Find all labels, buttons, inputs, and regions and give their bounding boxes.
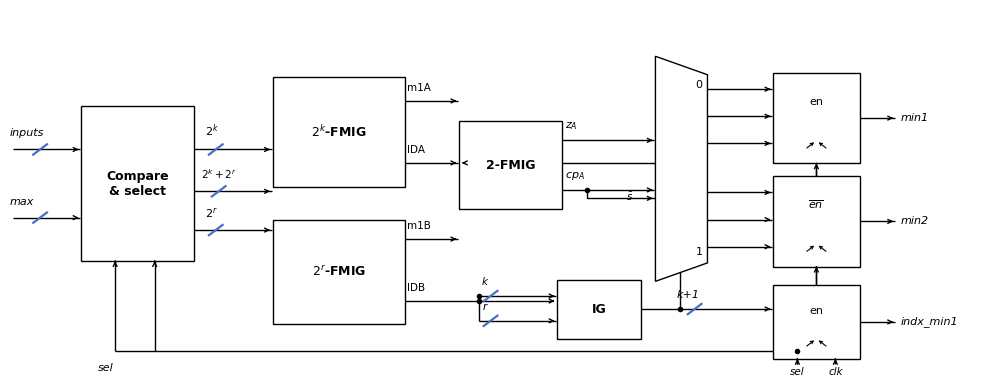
Text: m1B: m1B — [406, 221, 431, 231]
Text: $cp_A$: $cp_A$ — [565, 170, 585, 182]
Text: max: max — [10, 197, 34, 207]
Text: min2: min2 — [900, 216, 928, 226]
Text: IG: IG — [591, 303, 605, 315]
Text: $z_A$: $z_A$ — [565, 120, 577, 132]
Text: k+1: k+1 — [675, 290, 699, 300]
Bar — [458, 121, 562, 210]
Text: en: en — [809, 306, 822, 316]
Text: $\bar{s}$: $\bar{s}$ — [626, 190, 633, 203]
Text: 1: 1 — [695, 247, 702, 257]
Text: min1: min1 — [900, 113, 928, 123]
Bar — [557, 280, 640, 339]
Text: clk: clk — [827, 367, 842, 377]
Bar — [772, 285, 859, 359]
Text: sel: sel — [789, 367, 804, 377]
Text: indx_min1: indx_min1 — [900, 317, 957, 327]
Text: 2-FMIG: 2-FMIG — [485, 158, 534, 171]
Text: Compare
& select: Compare & select — [106, 170, 169, 198]
Bar — [81, 106, 194, 261]
Text: $2^k$: $2^k$ — [205, 123, 219, 139]
Text: IDA: IDA — [406, 145, 425, 155]
Polygon shape — [655, 56, 707, 281]
Text: m1A: m1A — [406, 83, 431, 93]
Text: IDB: IDB — [406, 283, 425, 293]
Text: $2^r$-FMIG: $2^r$-FMIG — [312, 265, 366, 279]
Text: $\overline{en}$: $\overline{en}$ — [808, 199, 823, 211]
Text: en: en — [809, 97, 822, 107]
Text: inputs: inputs — [10, 128, 44, 138]
Text: r: r — [482, 302, 486, 312]
Bar — [772, 73, 859, 163]
Bar — [772, 176, 859, 267]
Bar — [272, 221, 405, 324]
Bar — [272, 77, 405, 187]
Text: $2^k+2^r$: $2^k+2^r$ — [200, 167, 237, 181]
Text: 0: 0 — [695, 80, 702, 90]
Text: $2^r$: $2^r$ — [205, 206, 218, 220]
Text: sel: sel — [98, 362, 113, 373]
Text: $2^k$-FMIG: $2^k$-FMIG — [311, 124, 367, 140]
Text: k: k — [481, 277, 487, 287]
